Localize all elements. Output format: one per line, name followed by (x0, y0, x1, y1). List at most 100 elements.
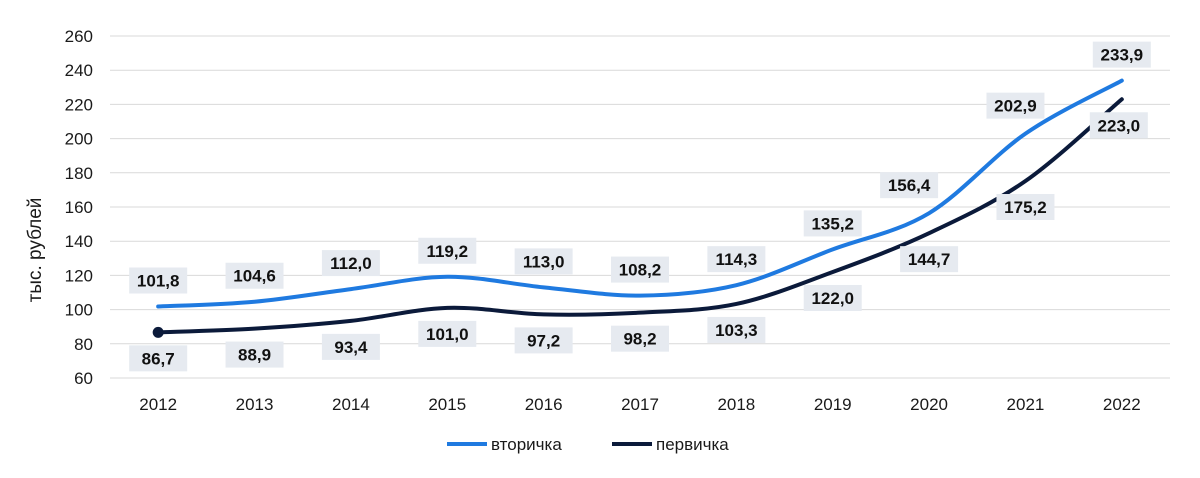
data-label-text: 112,0 (330, 254, 372, 273)
series-point-marker (152, 326, 164, 338)
data-label-bg (418, 320, 477, 347)
data-label-bg (880, 172, 939, 199)
data-label-bg (611, 325, 669, 352)
y-tick-label: 260 (65, 27, 93, 46)
data-label-text: 135,2 (811, 214, 854, 233)
data-label-bg (1089, 112, 1148, 139)
data-label-text: 223,0 (1098, 116, 1141, 135)
y-tick-label: 200 (65, 130, 93, 149)
y-tick-label: 140 (65, 232, 93, 251)
y-tick-label: 240 (65, 61, 93, 80)
data-label-text: 114,3 (716, 250, 758, 269)
x-tick-label: 2015 (428, 395, 466, 414)
data-label-text: 233,9 (1101, 46, 1144, 65)
y-axis-label: тыс. рублей (25, 198, 46, 303)
data-label-text: 97,2 (527, 331, 560, 350)
data-label-bg (129, 345, 188, 372)
data-label: 114,3 (707, 246, 766, 273)
data-label-bg (900, 246, 959, 273)
x-tick-label: 2021 (1007, 395, 1045, 414)
data-label: 93,4 (321, 333, 380, 360)
data-label: 202,9 (986, 92, 1045, 119)
data-label: 113,0 (514, 248, 573, 275)
data-label: 101,0 (418, 320, 477, 347)
data-labels: 101,8 104,6 112,0 119,2 113,0 108,2 114,3 135,2… (129, 41, 1151, 372)
data-label-text: 202,9 (994, 97, 1037, 116)
data-label: 112,0 (321, 250, 380, 277)
data-label: 103,3 (707, 316, 766, 343)
data-label-text: 175,2 (1004, 198, 1047, 217)
data-label: 98,2 (611, 325, 669, 352)
x-axis-ticks: 2012 2013 2014 2015 2016 2017 2018 2019 2020 2021… (139, 395, 1140, 414)
data-label: 144,7 (900, 246, 959, 273)
data-label-bg (1092, 41, 1151, 68)
series-line-1 (156, 97, 1124, 335)
data-label-text: 108,2 (619, 261, 662, 280)
data-label-bg (707, 316, 766, 343)
y-tick-label: 160 (65, 198, 93, 217)
y-tick-label: 120 (65, 266, 93, 285)
data-label-text: 104,6 (233, 267, 276, 286)
x-tick-label: 2018 (717, 395, 755, 414)
legend-item-1: первичка (612, 435, 729, 454)
data-label-bg (986, 92, 1045, 119)
y-tick-label: 180 (65, 164, 93, 183)
series-line-0 (156, 78, 1124, 309)
data-label: 175,2 (996, 194, 1055, 221)
data-label-text: 93,4 (334, 338, 368, 357)
x-tick-label: 2020 (910, 395, 948, 414)
x-tick-label: 2012 (139, 395, 177, 414)
data-label-text: 103,3 (715, 321, 758, 340)
data-label: 122,0 (803, 284, 862, 311)
data-label-bg (321, 333, 380, 360)
y-tick-label: 100 (65, 301, 93, 320)
data-label-text: 101,8 (137, 272, 180, 291)
data-label: 97,2 (514, 327, 573, 354)
data-label: 101,8 (129, 267, 188, 294)
data-label-text: 88,9 (238, 346, 271, 365)
data-label-text: 122,0 (811, 289, 854, 308)
legend: вторичка первичка (447, 435, 729, 454)
x-tick-label: 2022 (1103, 395, 1141, 414)
legend-label: вторичка (491, 435, 562, 454)
y-axis-ticks: 60 80 100 120 140 160 180 200 220 240 260 (65, 27, 93, 388)
y-tick-label: 80 (74, 335, 93, 354)
data-label: 135,2 (803, 210, 862, 237)
y-tick-label: 220 (65, 95, 93, 114)
data-label: 108,2 (611, 256, 669, 283)
x-tick-label: 2017 (621, 395, 659, 414)
data-label-bg (129, 267, 188, 294)
data-label-bg (514, 248, 573, 275)
data-label: 233,9 (1092, 41, 1151, 68)
legend-item-0: вторичка (447, 435, 562, 454)
x-tick-label: 2019 (814, 395, 852, 414)
y-tick-label: 60 (74, 369, 93, 388)
data-label-text: 86,7 (142, 349, 175, 368)
data-label-bg (225, 341, 284, 368)
x-tick-label: 2013 (236, 395, 274, 414)
data-label: 156,4 (880, 172, 939, 199)
data-label: 119,2 (418, 237, 477, 264)
data-label-bg (707, 246, 766, 273)
data-label-text: 113,0 (523, 252, 565, 271)
data-label-bg (611, 256, 669, 283)
data-label-bg (803, 284, 862, 311)
grid-lines (110, 35, 1170, 379)
data-label: 88,9 (225, 341, 284, 368)
data-label-text: 119,2 (426, 242, 468, 261)
data-label-text: 101,0 (426, 325, 469, 344)
data-label-bg (514, 327, 573, 354)
data-label-bg (803, 210, 862, 237)
data-label: 104,6 (225, 262, 284, 289)
x-tick-label: 2014 (332, 395, 370, 414)
data-label-bg (418, 237, 477, 264)
x-tick-label: 2016 (525, 395, 563, 414)
data-label: 86,7 (129, 345, 188, 372)
legend-label: первичка (656, 435, 729, 454)
data-label: 223,0 (1089, 112, 1148, 139)
data-label-text: 144,7 (908, 250, 951, 269)
data-label-bg (225, 262, 284, 289)
series-lines (152, 78, 1124, 338)
data-label-text: 156,4 (888, 176, 931, 195)
